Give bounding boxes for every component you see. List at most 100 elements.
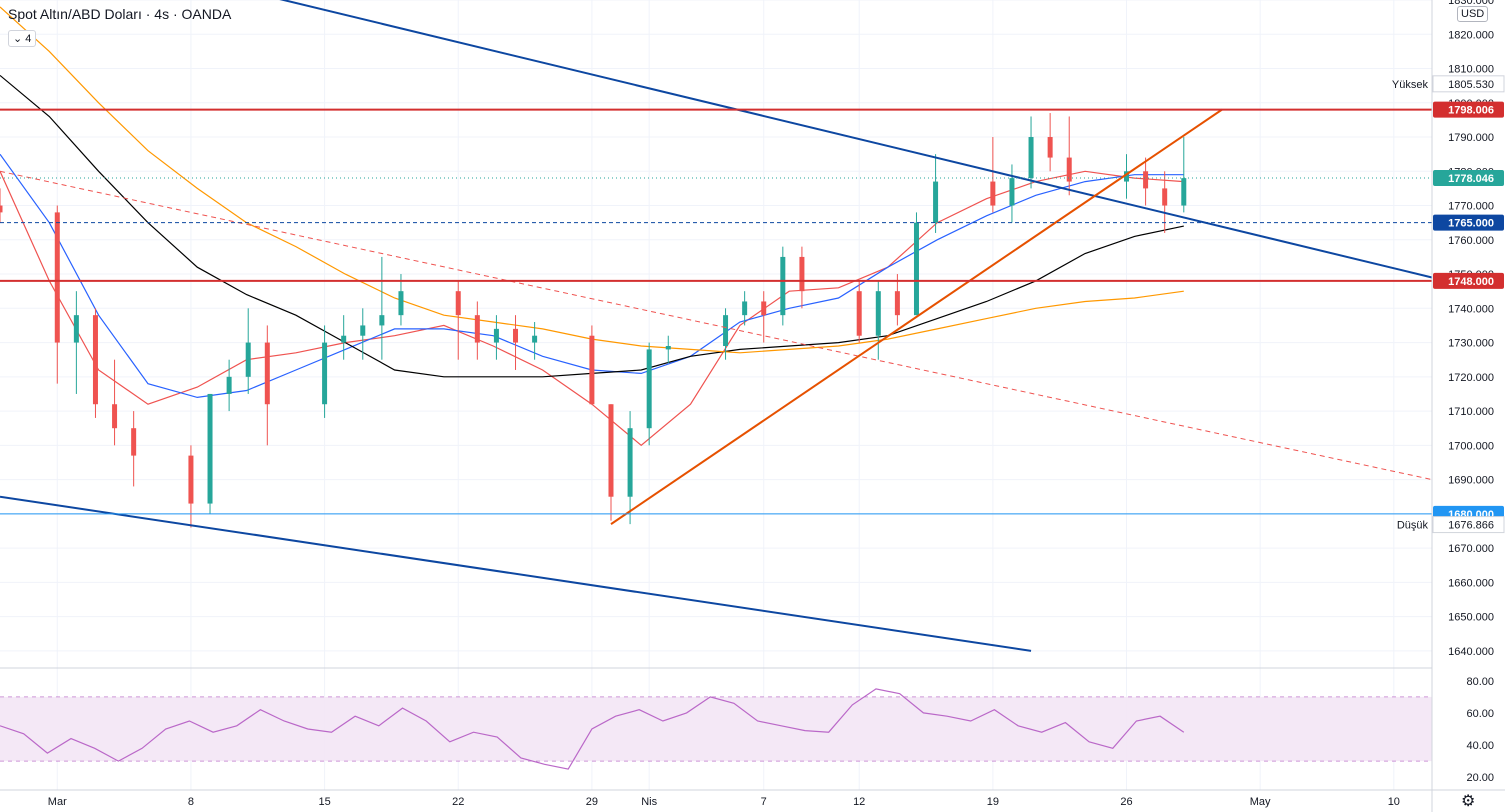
x-tick-label: 19	[987, 796, 999, 808]
rsi-tick-label: 40.00	[1466, 740, 1494, 752]
candle-body	[723, 315, 729, 346]
x-tick-label: 10	[1388, 796, 1400, 808]
candle-body	[0, 205, 3, 213]
rsi-line	[0, 688, 1185, 770]
level-price-label: 1778.046	[1448, 173, 1494, 185]
y-tick-label: 1690.000	[1448, 475, 1494, 487]
candle-body	[1009, 178, 1015, 206]
y-tick-label: 1660.000	[1448, 577, 1494, 589]
level-price-tag	[1433, 169, 1504, 186]
gear-icon[interactable]: ⚙	[1461, 793, 1476, 810]
candle-body	[1143, 171, 1149, 189]
candle-body	[1028, 137, 1034, 179]
candle-body	[112, 404, 118, 429]
candle-body	[761, 301, 767, 316]
candle-body	[379, 315, 385, 326]
candle-body	[54, 212, 60, 343]
x-tick-label: Nis	[641, 796, 657, 808]
x-tick-label: 15	[318, 796, 330, 808]
level-price-label: 1765.000	[1448, 218, 1494, 230]
candle-body	[627, 428, 633, 497]
candle-body	[207, 393, 213, 504]
candle-body	[455, 291, 461, 316]
level-price-tag	[1433, 272, 1504, 289]
candle-body	[264, 342, 270, 405]
rsi-panel	[0, 688, 1432, 770]
candle-body	[245, 342, 251, 377]
candle-body	[990, 181, 996, 206]
candle-body	[1047, 137, 1053, 158]
x-tick-label: 12	[853, 796, 865, 808]
level-price-label: 1798.006	[1448, 105, 1494, 117]
price-marker-tag	[1432, 516, 1505, 534]
trend-line[interactable]	[610, 108, 1223, 525]
candle-body	[322, 342, 328, 405]
candle-body	[474, 315, 480, 343]
candle-body	[856, 291, 862, 336]
price-marker-tag	[1432, 75, 1505, 93]
y-tick-label: 1820.000	[1448, 29, 1494, 41]
chart-title: Spot Altın/ABD Doları · 4s · OANDA	[8, 6, 232, 22]
interval-selector[interactable]: ⌄ 4	[8, 30, 37, 47]
trend-line[interactable]	[0, 170, 1433, 481]
level-price-label: 1748.000	[1448, 276, 1494, 288]
y-tick-label: 1810.000	[1448, 64, 1494, 76]
candle-body	[341, 335, 347, 343]
rsi-tick-label: 20.00	[1466, 772, 1494, 784]
rsi-band	[0, 696, 1432, 762]
y-tick-label: 1790.000	[1448, 132, 1494, 144]
price-marker-value: 1805.530	[1448, 79, 1494, 91]
y-tick-label: 1650.000	[1448, 612, 1494, 624]
candle-body	[1162, 188, 1168, 206]
candle-body	[894, 291, 900, 316]
y-tick-label: 1720.000	[1448, 372, 1494, 384]
candle-body	[608, 404, 614, 497]
candle-body	[92, 315, 98, 405]
interval-value: 4	[25, 33, 32, 45]
candle-body	[799, 256, 805, 292]
x-tick-label: May	[1250, 796, 1271, 808]
y-tick-label: 1730.000	[1448, 338, 1494, 350]
price-grid	[0, 0, 1432, 790]
y-tick-label: 1760.000	[1448, 235, 1494, 247]
candle-body	[360, 325, 366, 336]
price-marker-value: 1676.866	[1448, 520, 1494, 532]
candle-body	[875, 291, 881, 336]
candle-body	[73, 315, 79, 343]
candle-body	[742, 301, 748, 316]
level-price-tag	[1433, 214, 1504, 231]
rsi-tick-label: 60.00	[1466, 708, 1494, 720]
candle-body	[1124, 171, 1130, 182]
candle-body	[131, 428, 137, 456]
price-marker-label: Düşük	[1397, 520, 1429, 532]
x-tick-label: 26	[1120, 796, 1132, 808]
y-tick-label: 1640.000	[1448, 646, 1494, 658]
candle-body	[1181, 178, 1187, 206]
rsi-tick-label: 80.00	[1466, 676, 1494, 688]
y-tick-label: 1670.000	[1448, 543, 1494, 555]
candle-body	[780, 256, 786, 316]
candle-body	[913, 222, 919, 316]
x-tick-label: Mar	[48, 796, 67, 808]
candle-body	[589, 335, 595, 405]
y-tick-label: 1740.000	[1448, 303, 1494, 315]
x-tick-label: 7	[761, 796, 767, 808]
trend-line[interactable]	[0, 0, 1433, 279]
candles	[0, 113, 1187, 528]
y-tick-label: 1770.000	[1448, 201, 1494, 213]
candle-body	[188, 455, 194, 504]
price-marker-label: Yüksek	[1392, 79, 1429, 91]
candle-body	[513, 328, 519, 343]
candle-body	[1066, 157, 1072, 182]
currency-badge[interactable]: USD	[1457, 6, 1489, 22]
x-tick-label: 22	[452, 796, 464, 808]
level-price-tag	[1433, 101, 1504, 118]
candle-body	[398, 291, 404, 316]
trend-line[interactable]	[0, 495, 1032, 652]
candle-body	[493, 328, 499, 343]
x-tick-label: 29	[586, 796, 598, 808]
y-tick-label: 1710.000	[1448, 406, 1494, 418]
y-tick-label: 1830.000	[1448, 0, 1494, 7]
